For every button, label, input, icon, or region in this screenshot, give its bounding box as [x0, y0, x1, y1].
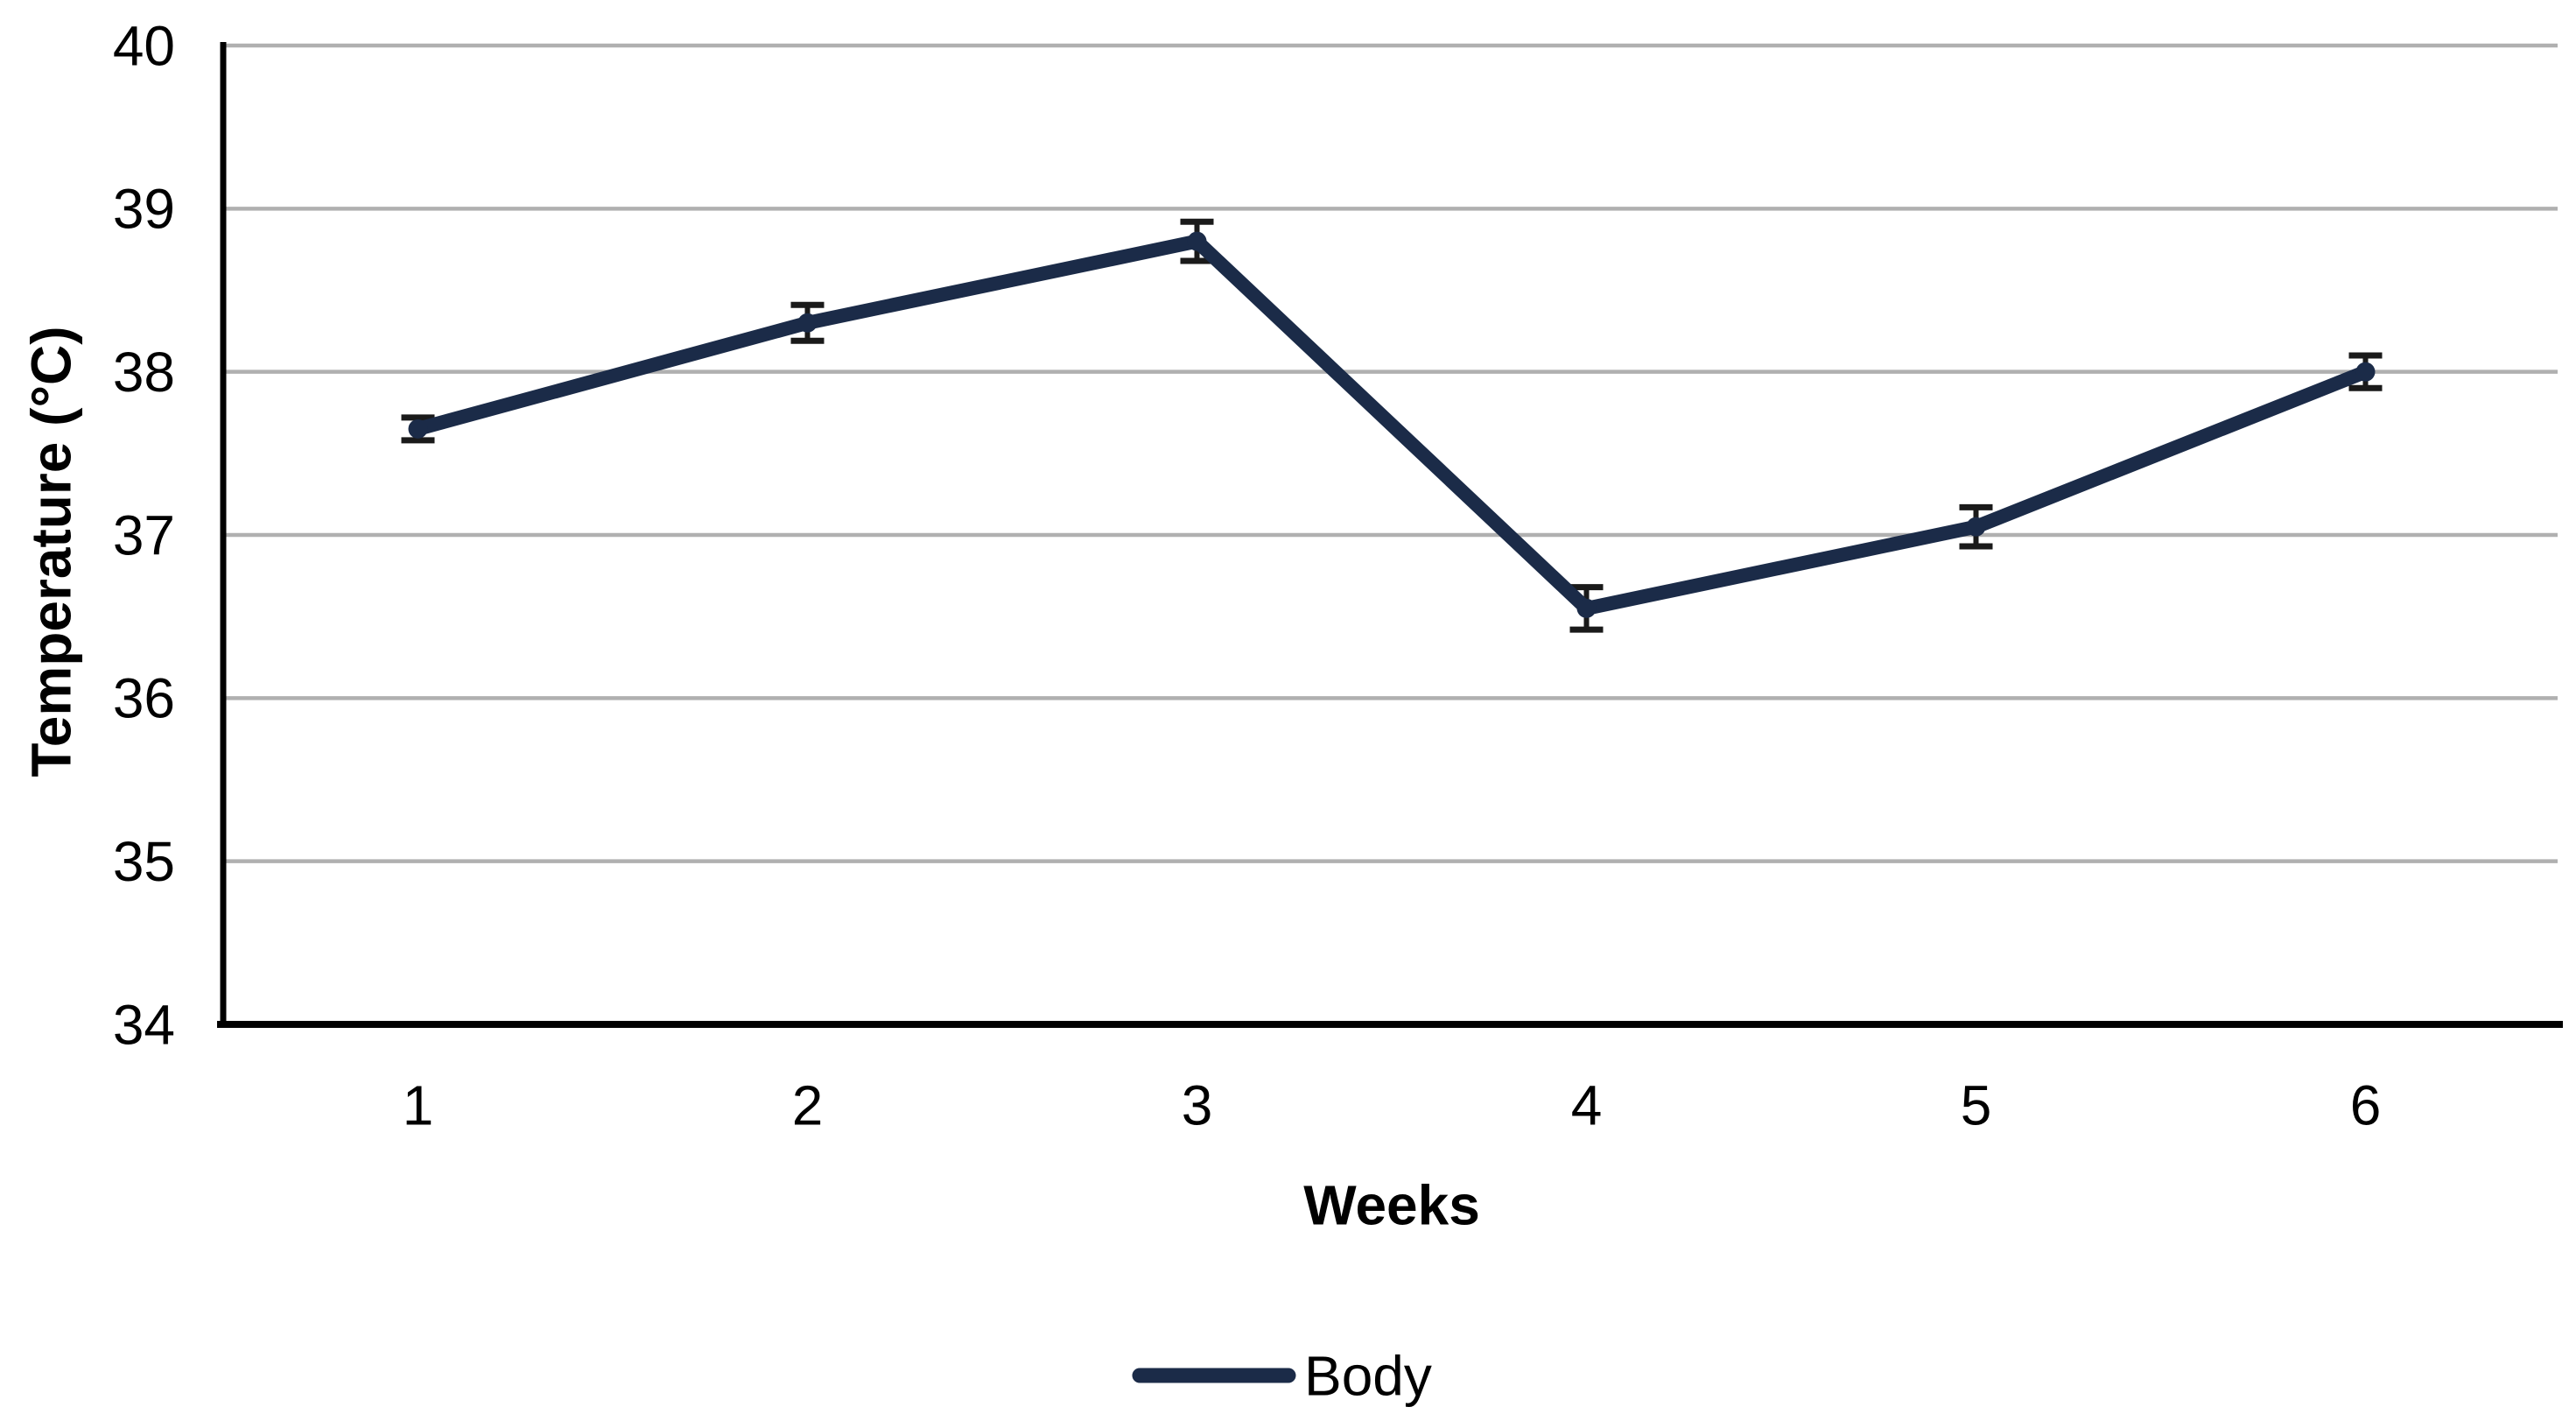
x-tick-label-week-1: 1 [403, 1073, 434, 1136]
data-point-markers [408, 231, 2376, 618]
gridlines [223, 43, 2558, 863]
y-axis-title: Temperature (°C) [19, 326, 82, 777]
y-tick-label-40: 40 [113, 14, 175, 77]
y-tick-label-34: 34 [113, 993, 175, 1056]
y-tick-label-35: 35 [113, 830, 175, 893]
x-tick-label-week-6: 6 [2350, 1073, 2382, 1136]
y-tick-label-39: 39 [113, 178, 175, 241]
data-point-week-2 [797, 313, 818, 333]
y-tick-label-37: 37 [113, 503, 175, 566]
legend-label-body: Body [1304, 1344, 1432, 1407]
series-line-body [411, 234, 2373, 616]
x-tick-label-week-3: 3 [1182, 1073, 1213, 1136]
x-tick-label-week-5: 5 [1961, 1073, 1992, 1136]
legend: Body [1132, 1344, 1432, 1407]
data-point-week-3 [1187, 231, 1207, 251]
axes [217, 42, 2563, 1028]
x-axis-title: Weeks [1303, 1173, 1480, 1236]
x-axis-tick-labels: 1 2 3 4 5 6 [403, 1073, 2382, 1136]
data-point-week-6 [2355, 362, 2376, 382]
data-point-week-1 [408, 419, 428, 439]
x-tick-label-week-2: 2 [792, 1073, 824, 1136]
y-tick-label-36: 36 [113, 667, 175, 730]
x-tick-label-week-4: 4 [1571, 1073, 1603, 1136]
data-point-week-4 [1576, 598, 1597, 618]
data-point-week-5 [1966, 517, 1986, 537]
y-axis-tick-labels: 40 39 38 37 36 35 34 [113, 14, 175, 1056]
y-tick-label-38: 38 [113, 341, 175, 404]
